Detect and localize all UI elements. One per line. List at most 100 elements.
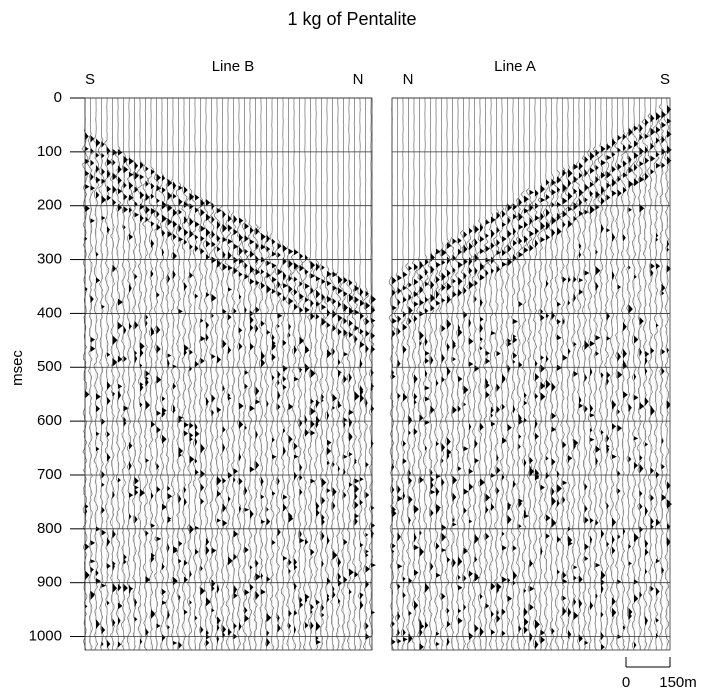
wavelet-lobe xyxy=(101,304,105,309)
wavelet-lobe xyxy=(222,426,226,433)
wavelet-lobe xyxy=(562,571,567,580)
wavelet-lobe xyxy=(266,330,271,335)
wavelet-lobe xyxy=(485,245,490,253)
wavelet-lobe xyxy=(458,574,461,580)
wavelet-lobe xyxy=(217,616,221,625)
wavelet-lobe xyxy=(200,565,203,572)
wavelet-lobe xyxy=(584,483,588,491)
wavelet-lobe xyxy=(266,400,269,408)
wavelet-lobe xyxy=(244,425,248,431)
wavelet-lobe xyxy=(474,266,478,275)
wavelet-lobe xyxy=(546,533,550,539)
wavelet-lobe xyxy=(294,471,298,480)
wavelet-lobe xyxy=(118,641,122,648)
wavelet-lobe xyxy=(518,413,522,424)
wavelet-lobe xyxy=(590,340,595,347)
wavelet-lobe xyxy=(584,373,588,383)
wavelet-lobe xyxy=(595,266,601,276)
wavelet-lobe xyxy=(167,358,170,369)
wavelet-lobe xyxy=(134,201,138,208)
wavelet-lobe xyxy=(167,542,170,553)
wavelet-lobe xyxy=(332,271,338,278)
wavelet-lobe xyxy=(85,503,89,510)
wavelet-lobe xyxy=(222,236,228,243)
wavelet-lobe xyxy=(551,178,556,187)
wavelet-lobe xyxy=(349,417,353,428)
wavelet-lobe xyxy=(156,344,161,354)
trace xyxy=(471,97,477,651)
wavelet-lobe xyxy=(524,235,529,244)
wavelet-lobe xyxy=(118,203,122,212)
wavelet-lobe xyxy=(408,633,413,644)
wavelet-lobe xyxy=(101,141,105,148)
wavelet-lobe xyxy=(590,151,595,161)
wavelet-lobe xyxy=(206,213,211,222)
wavelet-lobe xyxy=(474,556,478,563)
wavelet-lobe xyxy=(321,612,325,618)
wavelet-lobe xyxy=(200,208,205,217)
wavelet-lobe xyxy=(452,356,456,362)
wavelet-lobe xyxy=(343,276,348,284)
wavelet-lobe xyxy=(529,216,533,226)
y-axis-label: msec xyxy=(9,350,26,386)
trace xyxy=(609,97,615,651)
wavelet-lobe xyxy=(645,157,650,164)
wavelet-lobe xyxy=(617,284,622,290)
wavelet-lobe xyxy=(447,242,452,249)
wavelet-lobe xyxy=(425,268,429,276)
wavelet-lobe xyxy=(551,311,555,321)
wavelet-lobe xyxy=(524,607,528,617)
wavelet-lobe xyxy=(233,553,238,561)
wavelet-lobe xyxy=(244,306,247,314)
wavelet-lobe xyxy=(107,169,111,179)
wavelet-lobe xyxy=(628,455,632,463)
wavelet-lobe xyxy=(129,323,132,330)
wavelet-lobe xyxy=(392,369,395,376)
wavelet-lobe xyxy=(173,576,178,586)
wavelet-lobe xyxy=(288,285,293,294)
wavelet-lobe xyxy=(349,372,352,383)
wavelet-lobe xyxy=(283,503,287,512)
wavelet-lobe xyxy=(436,248,441,255)
wavelet-lobe xyxy=(195,244,199,252)
wavelet-lobe xyxy=(469,256,473,266)
wavelet-lobe xyxy=(430,405,435,415)
wavelet-lobe xyxy=(255,242,259,250)
wavelet-lobe xyxy=(623,186,627,194)
wavelet-lobe xyxy=(436,572,441,578)
wavelet-lobe xyxy=(156,291,160,298)
wavelet-lobe xyxy=(634,461,639,470)
wavelet-lobe xyxy=(590,181,595,188)
wavelet-lobe xyxy=(568,300,571,306)
wavelet-lobe xyxy=(228,392,231,398)
wavelet-lobe xyxy=(452,267,456,274)
wavelet-lobe xyxy=(579,395,582,405)
wavelet-lobe xyxy=(354,571,359,578)
wavelet-lobe xyxy=(189,600,192,605)
wavelet-lobe xyxy=(496,211,501,220)
wavelet-lobe xyxy=(244,370,249,376)
wavelet-lobe xyxy=(200,443,205,454)
wavelet-lobe xyxy=(277,242,282,250)
wavelet-lobe xyxy=(667,105,672,114)
trace xyxy=(515,97,522,651)
trace xyxy=(93,97,100,651)
wavelet-lobe xyxy=(518,237,523,245)
wavelet-lobe xyxy=(612,166,616,173)
wavelet-lobe xyxy=(195,437,198,447)
wavelet-lobe xyxy=(540,185,546,194)
wavelet-lobe xyxy=(261,494,265,500)
wavelet-lobe xyxy=(469,227,473,235)
wavelet-lobe xyxy=(343,374,347,384)
wavelet-lobe xyxy=(480,626,484,637)
wavelet-lobe xyxy=(513,239,518,247)
wavelet-lobe xyxy=(134,353,138,364)
wavelet-lobe xyxy=(518,434,522,439)
wavelet-lobe xyxy=(430,489,436,495)
wavelet-lobe xyxy=(189,455,195,464)
wavelet-lobe xyxy=(189,217,194,227)
wavelet-lobe xyxy=(228,287,232,292)
wavelet-lobe xyxy=(255,324,259,334)
wavelet-lobe xyxy=(151,329,155,337)
y-tick-label: 300 xyxy=(37,251,62,268)
